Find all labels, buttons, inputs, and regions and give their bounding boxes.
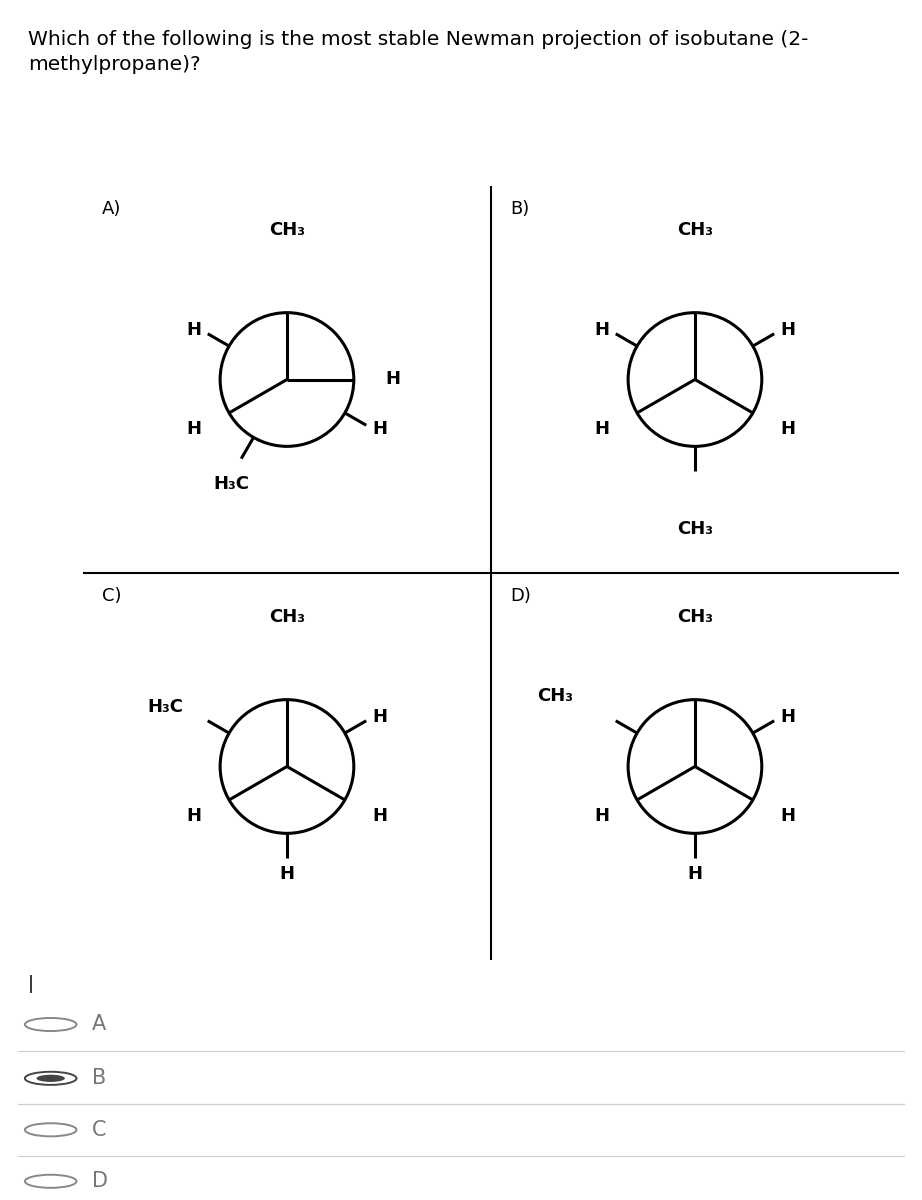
Text: CH₃: CH₃ bbox=[677, 607, 713, 625]
Text: H: H bbox=[595, 806, 609, 824]
Text: H: H bbox=[688, 865, 703, 883]
Text: D: D bbox=[92, 1171, 108, 1192]
Text: CH₃: CH₃ bbox=[269, 607, 305, 625]
Text: H: H bbox=[279, 865, 294, 883]
Text: CH₃: CH₃ bbox=[677, 521, 713, 539]
Text: H: H bbox=[780, 322, 796, 340]
Text: C: C bbox=[92, 1120, 107, 1140]
Text: H: H bbox=[186, 806, 202, 824]
Text: B): B) bbox=[510, 200, 529, 218]
Text: CH₃: CH₃ bbox=[269, 221, 305, 239]
Text: A: A bbox=[92, 1014, 106, 1034]
Text: CH₃: CH₃ bbox=[677, 221, 713, 239]
Text: A): A) bbox=[102, 200, 122, 218]
Text: H: H bbox=[595, 420, 609, 438]
Text: Which of the following is the most stable Newman projection of isobutane (2-
met: Which of the following is the most stabl… bbox=[28, 30, 808, 74]
Text: H₃C: H₃C bbox=[214, 475, 250, 493]
Text: H: H bbox=[372, 420, 387, 438]
Text: H₃C: H₃C bbox=[148, 697, 183, 715]
Text: D): D) bbox=[510, 587, 531, 605]
Text: H: H bbox=[385, 371, 400, 389]
Text: H: H bbox=[186, 420, 202, 438]
Text: H: H bbox=[372, 708, 387, 726]
Text: C): C) bbox=[102, 587, 122, 605]
Text: H: H bbox=[780, 708, 796, 726]
Text: CH₃: CH₃ bbox=[538, 688, 573, 706]
Text: |: | bbox=[28, 976, 34, 994]
Text: H: H bbox=[780, 806, 796, 824]
Text: H: H bbox=[595, 322, 609, 340]
Text: H: H bbox=[186, 322, 202, 340]
Text: B: B bbox=[92, 1068, 106, 1088]
Circle shape bbox=[37, 1075, 65, 1082]
Text: H: H bbox=[780, 420, 796, 438]
Text: H: H bbox=[372, 806, 387, 824]
